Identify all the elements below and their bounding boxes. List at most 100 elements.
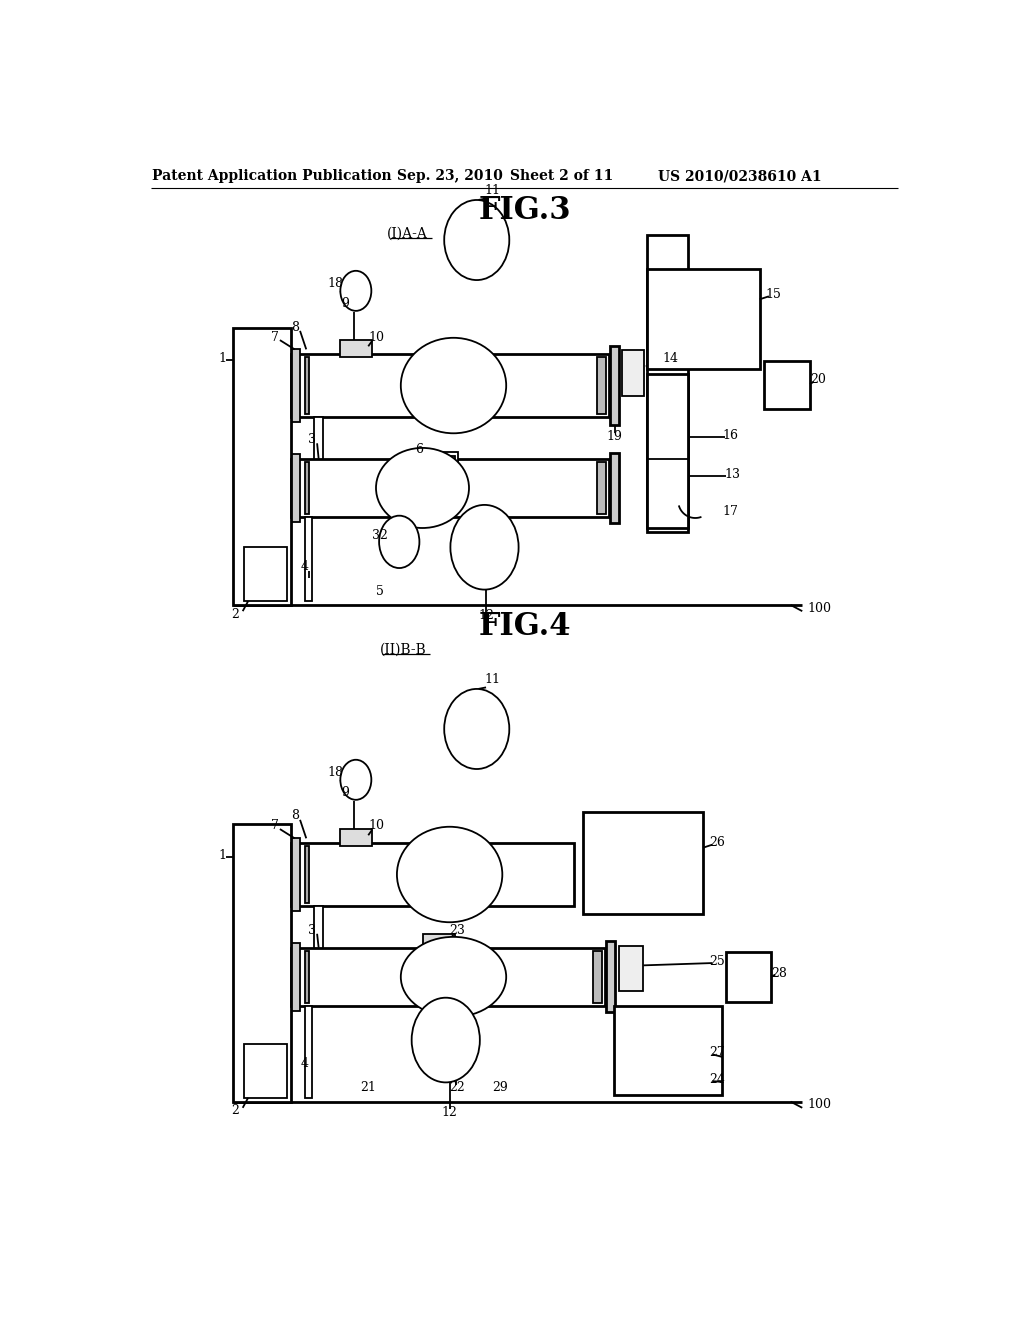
- Bar: [291, 354, 608, 417]
- Text: (I)A-A: (I)A-A: [387, 227, 427, 240]
- Text: 2: 2: [231, 1105, 239, 1118]
- Text: Patent Application Publication: Patent Application Publication: [152, 169, 391, 183]
- Text: 23: 23: [450, 924, 465, 937]
- Text: 8: 8: [291, 321, 299, 334]
- Text: 24: 24: [709, 1073, 725, 1086]
- Bar: [583, 812, 703, 913]
- Text: 27: 27: [710, 1045, 725, 1059]
- Bar: [421, 451, 458, 494]
- Text: Sheet 2 of 11: Sheet 2 of 11: [510, 169, 613, 183]
- Bar: [305, 846, 308, 903]
- Bar: [618, 946, 643, 991]
- Text: 100: 100: [808, 1098, 831, 1111]
- Bar: [292, 350, 300, 422]
- Text: 10: 10: [368, 820, 384, 833]
- Bar: [291, 843, 573, 906]
- Bar: [340, 829, 372, 846]
- Text: 17: 17: [722, 504, 738, 517]
- Text: 9: 9: [341, 297, 349, 310]
- Bar: [610, 346, 620, 425]
- Text: 22: 22: [450, 1081, 465, 1094]
- Bar: [305, 1006, 312, 1098]
- Ellipse shape: [376, 447, 469, 528]
- Bar: [305, 517, 312, 601]
- Bar: [647, 374, 687, 528]
- Bar: [245, 1044, 287, 1098]
- Text: FIG.3: FIG.3: [478, 195, 571, 226]
- Ellipse shape: [397, 826, 503, 923]
- Text: 16: 16: [722, 429, 738, 442]
- Ellipse shape: [444, 201, 509, 280]
- Bar: [423, 933, 455, 950]
- Ellipse shape: [340, 271, 372, 312]
- Text: 6: 6: [415, 444, 423, 455]
- Text: Sep. 23, 2010: Sep. 23, 2010: [396, 169, 503, 183]
- Bar: [623, 350, 644, 396]
- Text: 18: 18: [328, 277, 344, 289]
- Bar: [597, 358, 606, 414]
- Text: 12: 12: [441, 1106, 458, 1119]
- Ellipse shape: [451, 504, 518, 590]
- Bar: [424, 455, 455, 491]
- Text: FIG.4: FIG.4: [478, 611, 571, 642]
- Text: 13: 13: [725, 467, 740, 480]
- Bar: [305, 462, 308, 515]
- Bar: [647, 269, 760, 370]
- Text: 19: 19: [607, 430, 623, 444]
- Text: (II)B-B: (II)B-B: [380, 643, 427, 656]
- Bar: [726, 952, 771, 1002]
- Ellipse shape: [340, 760, 372, 800]
- Bar: [291, 459, 608, 517]
- Text: 18: 18: [328, 766, 344, 779]
- Bar: [232, 327, 291, 605]
- Text: 25: 25: [710, 954, 725, 968]
- Text: 32: 32: [372, 529, 388, 543]
- Bar: [314, 906, 324, 948]
- Ellipse shape: [400, 937, 506, 1016]
- Bar: [305, 358, 308, 414]
- Bar: [232, 825, 291, 1102]
- Text: 1: 1: [218, 352, 226, 366]
- Bar: [305, 950, 308, 1003]
- Text: 3: 3: [308, 924, 316, 937]
- Text: 14: 14: [663, 352, 679, 366]
- Bar: [614, 1006, 722, 1096]
- Text: 12: 12: [478, 610, 494, 622]
- Text: 21: 21: [360, 1081, 376, 1094]
- Bar: [245, 548, 287, 601]
- Text: 10: 10: [368, 330, 384, 343]
- Bar: [647, 235, 687, 532]
- Ellipse shape: [400, 338, 506, 433]
- Text: 28: 28: [771, 966, 786, 979]
- Bar: [610, 453, 620, 524]
- Text: 20: 20: [810, 372, 825, 385]
- Text: 8: 8: [291, 809, 299, 822]
- Bar: [593, 950, 602, 1003]
- Ellipse shape: [412, 998, 480, 1082]
- Text: 15: 15: [766, 288, 781, 301]
- Bar: [597, 462, 606, 515]
- Bar: [292, 454, 300, 521]
- Bar: [764, 360, 810, 409]
- Text: 100: 100: [808, 602, 831, 615]
- Bar: [606, 941, 615, 1012]
- Bar: [292, 838, 300, 911]
- Text: US 2010/0238610 A1: US 2010/0238610 A1: [658, 169, 822, 183]
- Text: 9: 9: [341, 787, 349, 800]
- Text: 7: 7: [271, 820, 280, 833]
- Ellipse shape: [379, 516, 420, 568]
- Text: 26: 26: [709, 836, 725, 849]
- Bar: [292, 942, 300, 1011]
- Text: 3: 3: [308, 433, 316, 446]
- Text: 7: 7: [271, 330, 280, 343]
- Text: 29: 29: [493, 1081, 508, 1094]
- Text: 4: 4: [301, 560, 308, 573]
- Bar: [291, 948, 604, 1006]
- Text: 2: 2: [231, 607, 239, 620]
- Text: 1: 1: [218, 849, 226, 862]
- Text: 4: 4: [301, 1056, 308, 1069]
- Bar: [314, 417, 324, 459]
- Text: 5: 5: [376, 585, 384, 598]
- Ellipse shape: [444, 689, 509, 770]
- Text: 11: 11: [484, 673, 501, 686]
